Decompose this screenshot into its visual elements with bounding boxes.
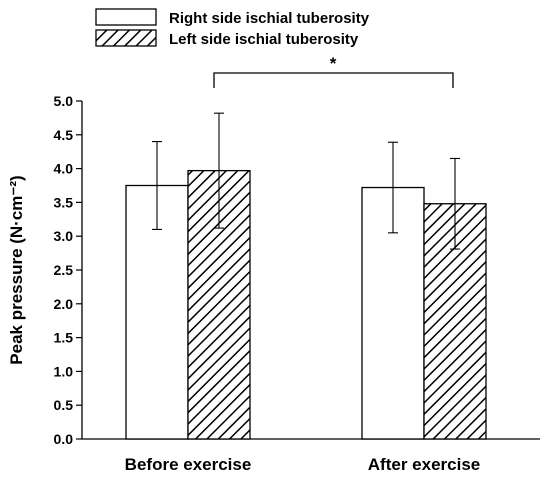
y-tick-label: 2.5 — [54, 262, 74, 278]
significance-line — [213, 72, 454, 88]
y-tick-label: 4.0 — [54, 161, 74, 177]
x-category-label: Before exercise — [125, 455, 252, 474]
bar-right-side — [125, 184, 189, 440]
y-tick-label: 0.5 — [54, 397, 74, 413]
legend: Right side ischial tuberosity Left side … — [95, 8, 370, 48]
legend-swatch-right — [95, 8, 157, 26]
y-tick-label: 3.0 — [54, 228, 74, 244]
significance-marker: * — [330, 54, 337, 73]
significance-bracket: * — [213, 54, 454, 88]
x-category-label: After exercise — [368, 455, 480, 474]
y-tick-label: 2.0 — [54, 296, 74, 312]
y-axis-title: Peak pressure (N·cm⁻²) — [7, 175, 26, 364]
legend-label-left: Left side ischial tuberosity — [169, 31, 359, 48]
legend-swatch-left — [95, 29, 157, 47]
legend-label-right: Right side ischial tuberosity — [169, 10, 370, 27]
y-tick-label: 0.0 — [54, 431, 74, 447]
axes: 0.0 0.5 1.0 1.5 2.0 2.5 3.0 3.5 4.0 4.5 5.0 Before … — [54, 93, 540, 474]
y-tick-label: 3.5 — [54, 194, 74, 210]
y-tick-label: 4.5 — [54, 127, 74, 143]
y-tick-label: 1.0 — [54, 363, 74, 379]
bars — [125, 169, 487, 440]
error-bars — [152, 112, 460, 250]
y-tick-label: 1.5 — [54, 330, 74, 346]
y-tick-label: 5.0 — [54, 93, 74, 109]
